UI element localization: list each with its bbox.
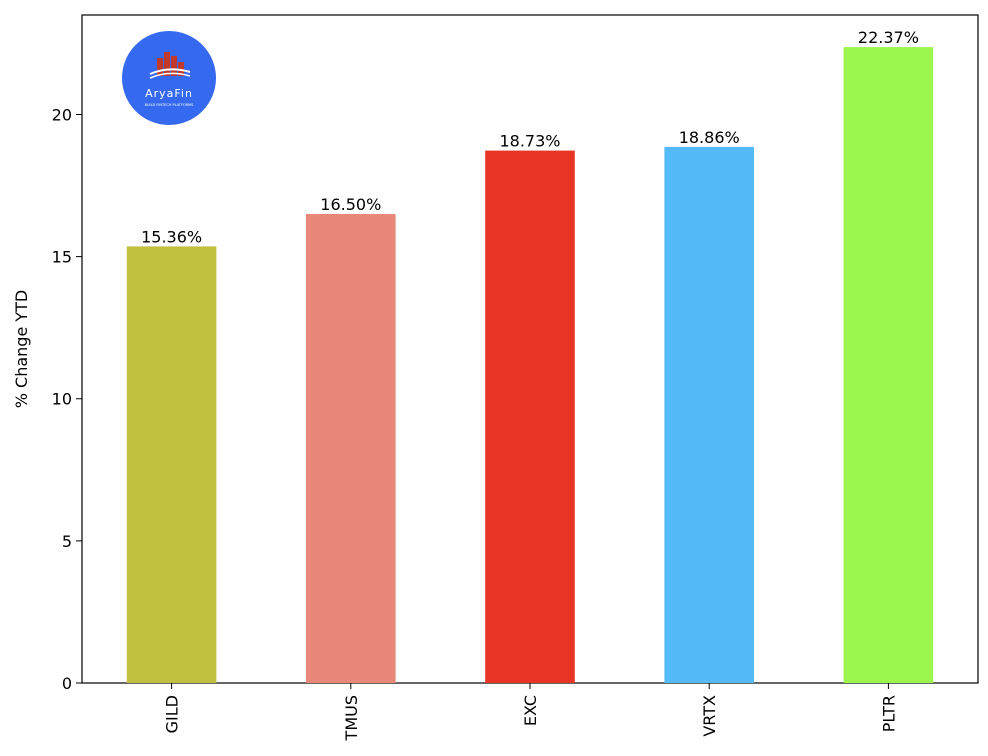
bar-vrtx — [664, 146, 754, 683]
data-labels: 15.36% 16.50% 18.73% 18.86% 22.37% — [141, 28, 919, 246]
y-tick-label: 20 — [52, 105, 72, 124]
x-tick-label-pltr: PLTR — [879, 695, 898, 732]
y-axis-title: % Change YTD — [12, 290, 31, 409]
logo-tagline: BUILD FINTECH PLATFORMS — [145, 103, 195, 107]
data-label-gild: 15.36% — [141, 227, 202, 246]
data-label-vrtx: 18.86% — [679, 128, 740, 147]
y-tick-label: 5 — [62, 532, 72, 551]
x-tick-label-tmus: TMUS — [342, 695, 361, 741]
data-label-tmus: 16.50% — [320, 195, 381, 214]
bar-pltr — [843, 47, 934, 683]
data-label-pltr: 22.37% — [858, 28, 919, 47]
y-axis-ticks: 0 5 10 15 20 — [52, 105, 82, 693]
bar-exc — [485, 150, 575, 683]
y-tick-label: 0 — [62, 674, 72, 693]
bars — [126, 47, 934, 683]
x-tick-label-vrtx: VRTX — [700, 695, 719, 737]
logo-circle — [122, 31, 216, 125]
logo-name: AryaFin — [145, 87, 193, 100]
bar-chart-building-icon — [149, 52, 191, 79]
y-tick-label: 15 — [52, 248, 72, 267]
x-axis-ticks: GILD TMUS EXC VRTX PLTR — [163, 683, 898, 741]
aryafin-logo: AryaFin BUILD FINTECH PLATFORMS — [122, 31, 216, 125]
bar-gild — [126, 246, 217, 683]
x-tick-label-gild: GILD — [163, 695, 182, 733]
x-tick-label-exc: EXC — [521, 695, 540, 726]
y-tick-label: 10 — [52, 390, 72, 409]
data-label-exc: 18.73% — [499, 132, 560, 151]
bar-tmus — [306, 213, 396, 683]
